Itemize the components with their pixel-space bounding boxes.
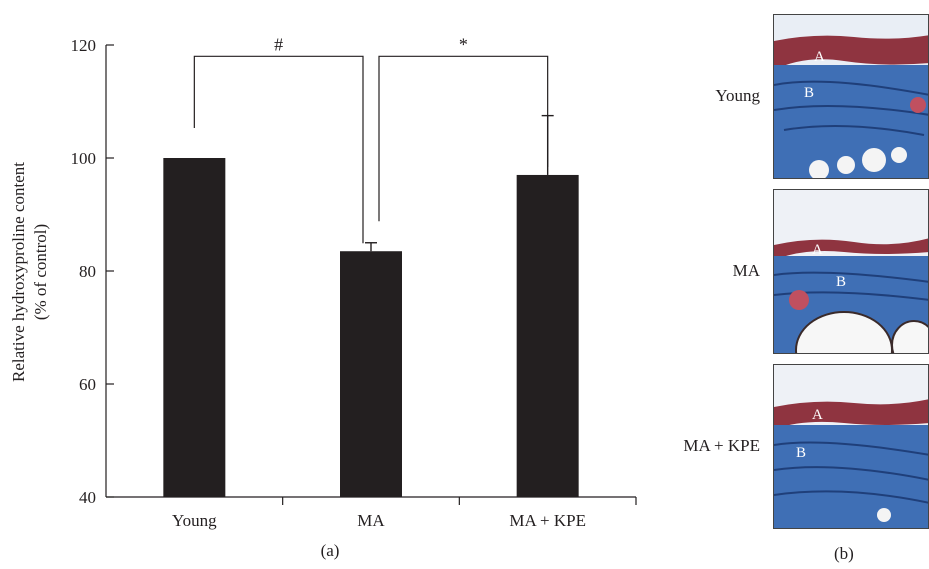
x-tick-label: MA bbox=[357, 511, 385, 530]
chart-bars bbox=[163, 158, 579, 497]
panel-b-label: (b) bbox=[834, 544, 854, 563]
bar bbox=[340, 251, 402, 497]
marker-a: A bbox=[814, 49, 825, 65]
histology-image-young: A B bbox=[773, 14, 929, 179]
bar bbox=[163, 158, 226, 497]
significance-bracket bbox=[378, 55, 549, 222]
marker-a: A bbox=[812, 407, 823, 423]
y-tick-label: 80 bbox=[79, 262, 96, 281]
histology-image-ma: A B bbox=[773, 189, 929, 354]
histology-row-label-young: Young bbox=[715, 86, 760, 105]
x-tick-label: Young bbox=[172, 511, 217, 530]
y-tick-label: 100 bbox=[71, 149, 97, 168]
marker-b: B bbox=[796, 445, 806, 461]
significance-brackets: # * bbox=[193, 34, 549, 244]
histology-row-label-ma: MA bbox=[732, 261, 760, 280]
marker-b: B bbox=[836, 274, 846, 290]
y-axis-label-line1: Relative hydroxyproline content bbox=[9, 162, 28, 382]
histology-row-label-ma-kpe: MA + KPE bbox=[683, 436, 760, 455]
x-tick-label: MA + KPE bbox=[509, 511, 586, 530]
y-tick-label: 40 bbox=[79, 488, 96, 507]
histology-image-ma-kpe: A B bbox=[773, 364, 929, 529]
panel-a-label: (a) bbox=[321, 541, 340, 560]
significance-marker: # bbox=[274, 34, 283, 54]
bar bbox=[516, 174, 579, 497]
marker-a: A bbox=[812, 242, 823, 258]
marker-b: B bbox=[804, 85, 814, 101]
y-tick-label: 60 bbox=[79, 375, 96, 394]
y-tick-label: 120 bbox=[71, 36, 97, 55]
significance-bracket bbox=[193, 55, 364, 244]
significance-marker: * bbox=[459, 34, 468, 54]
y-axis-label-line2: (% of control) bbox=[31, 224, 50, 320]
